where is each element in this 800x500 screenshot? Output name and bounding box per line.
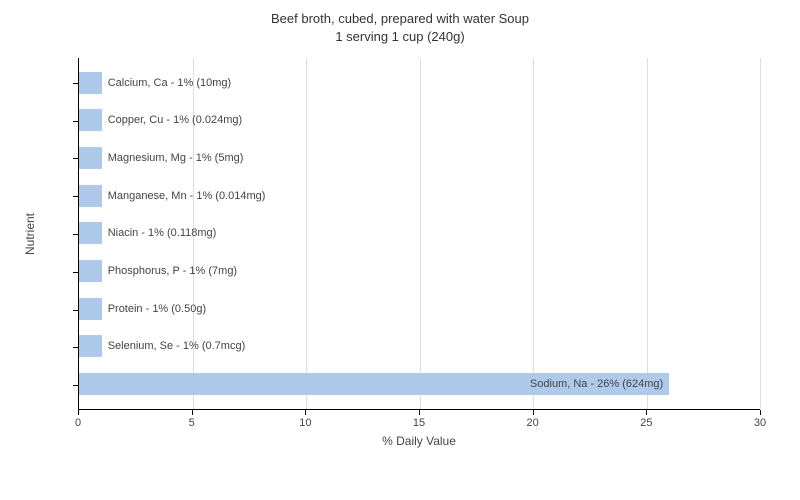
- bar-label: Phosphorus, P - 1% (7mg): [102, 260, 243, 282]
- y-tick: [73, 83, 78, 84]
- bars-group: Calcium, Ca - 1% (10mg) Copper, Cu - 1% (…: [79, 58, 760, 409]
- bar-label: Copper, Cu - 1% (0.024mg): [102, 109, 249, 131]
- bar-label: Protein - 1% (0.50g): [102, 298, 212, 320]
- bar: [79, 335, 102, 357]
- title-line-1: Beef broth, cubed, prepared with water S…: [0, 10, 800, 28]
- y-tick: [73, 385, 78, 386]
- y-tick: [73, 196, 78, 197]
- bar-row: Niacin - 1% (0.118mg): [79, 222, 760, 244]
- x-axis-label: % Daily Value: [78, 434, 760, 448]
- plot-area: Calcium, Ca - 1% (10mg) Copper, Cu - 1% (…: [78, 58, 760, 410]
- bar: [79, 72, 102, 94]
- bar-label: Selenium, Se - 1% (0.7mcg): [102, 335, 252, 357]
- y-tick: [73, 121, 78, 122]
- x-tick-label: 30: [754, 417, 766, 429]
- y-axis-label: Nutrient: [20, 58, 40, 410]
- bar: [79, 109, 102, 131]
- y-tick: [73, 234, 78, 235]
- bar: [79, 260, 102, 282]
- y-tick: [73, 272, 78, 273]
- chart-container: Nutrient Calcium, Ca - 1% (10mg)Copper, …: [60, 58, 760, 448]
- y-tick: [73, 310, 78, 311]
- y-tick: [73, 347, 78, 348]
- bar: [79, 222, 102, 244]
- bar-row: Phosphorus, P - 1% (7mg): [79, 260, 760, 282]
- x-tick: [419, 410, 420, 415]
- bar: [79, 298, 102, 320]
- bar-row: Manganese, Mn - 1% (0.014mg): [79, 185, 760, 207]
- x-tick-label: 25: [640, 417, 652, 429]
- bar: [79, 185, 102, 207]
- x-tick: [305, 410, 306, 415]
- bar-row: Sodium, Na - 26% (624mg): [79, 373, 760, 395]
- bar-label: Calcium, Ca - 1% (10mg): [102, 72, 237, 94]
- bar-row: Calcium, Ca - 1% (10mg): [79, 72, 760, 94]
- bar-row: Protein - 1% (0.50g): [79, 298, 760, 320]
- title-line-2: 1 serving 1 cup (240g): [0, 28, 800, 46]
- x-tick-label: 5: [189, 417, 195, 429]
- bar-label: Sodium, Na - 26% (624mg): [524, 373, 669, 395]
- x-tick: [533, 410, 534, 415]
- bar-label: Magnesium, Mg - 1% (5mg): [102, 147, 250, 169]
- x-tick: [78, 410, 79, 415]
- y-tick: [73, 158, 78, 159]
- x-tick: [192, 410, 193, 415]
- bar-label: Manganese, Mn - 1% (0.014mg): [102, 185, 272, 207]
- x-tick: [760, 410, 761, 415]
- x-tick-label: 10: [299, 417, 311, 429]
- x-tick: [646, 410, 647, 415]
- bar-row: Selenium, Se - 1% (0.7mcg): [79, 335, 760, 357]
- bar: [79, 147, 102, 169]
- x-tick-label: 20: [527, 417, 539, 429]
- bar-row: Copper, Cu - 1% (0.024mg): [79, 109, 760, 131]
- bar-label: Niacin - 1% (0.118mg): [102, 222, 223, 244]
- x-tick-label: 0: [75, 417, 81, 429]
- x-tick-label: 15: [413, 417, 425, 429]
- grid-line: [760, 58, 761, 409]
- bar-row: Magnesium, Mg - 1% (5mg): [79, 147, 760, 169]
- chart-title: Beef broth, cubed, prepared with water S…: [0, 0, 800, 45]
